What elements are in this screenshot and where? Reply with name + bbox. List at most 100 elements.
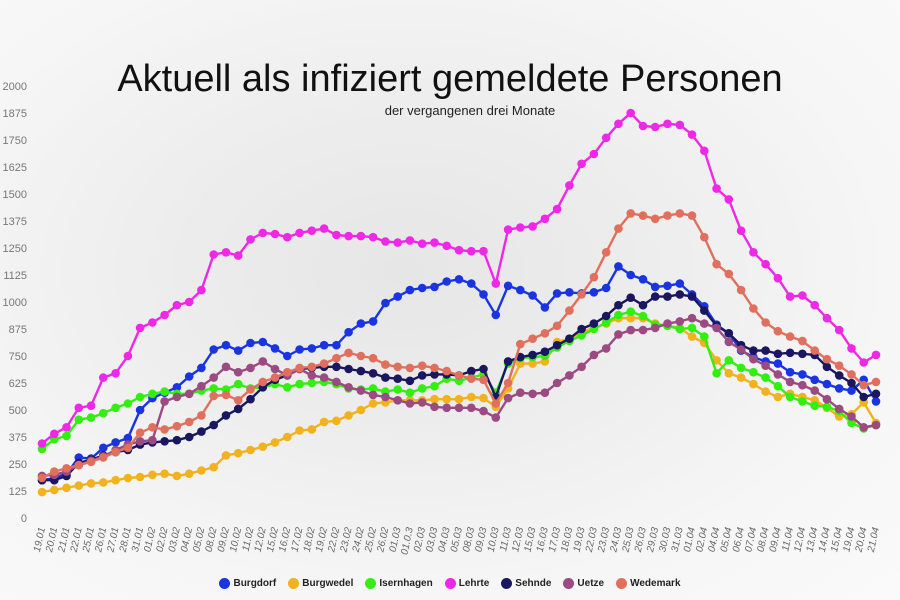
data-point xyxy=(135,428,145,438)
data-point xyxy=(650,292,660,301)
data-point xyxy=(319,417,329,427)
legend-swatch xyxy=(501,578,513,589)
data-point xyxy=(663,292,672,301)
data-point xyxy=(736,285,746,295)
x-tick-label: 27.01 xyxy=(105,526,121,554)
data-point xyxy=(442,394,452,404)
x-tick-label: 29.03 xyxy=(645,526,661,554)
data-point xyxy=(172,392,182,402)
data-point xyxy=(724,269,734,279)
data-point xyxy=(712,356,721,365)
data-point xyxy=(430,402,439,412)
data-point xyxy=(393,374,403,384)
data-point xyxy=(344,231,353,241)
data-point xyxy=(700,232,709,242)
data-point xyxy=(626,108,635,118)
legend-swatch xyxy=(365,578,377,589)
x-tick-label: 25.01 xyxy=(81,526,97,554)
data-point xyxy=(810,375,819,385)
data-point xyxy=(712,369,721,378)
data-point xyxy=(650,282,660,292)
data-point xyxy=(246,394,255,404)
data-point xyxy=(283,432,292,442)
y-tick-label: 0 xyxy=(21,513,27,525)
data-point xyxy=(687,130,697,139)
data-point xyxy=(172,421,182,431)
x-tick-label: 15.03 xyxy=(523,526,539,553)
data-point xyxy=(479,364,488,374)
data-point xyxy=(209,345,218,354)
data-point xyxy=(197,363,206,373)
data-point xyxy=(503,393,513,403)
data-point xyxy=(356,231,366,241)
data-point xyxy=(148,389,157,399)
x-tick-label: 15.02 xyxy=(265,526,281,553)
data-point xyxy=(221,390,231,400)
y-tick-label: 750 xyxy=(9,351,27,363)
data-point xyxy=(332,362,341,372)
data-point xyxy=(736,226,746,235)
y-tick-label: 1750 xyxy=(3,135,27,147)
data-point xyxy=(209,250,218,259)
x-tick-label: 08.02 xyxy=(204,526,220,553)
data-point xyxy=(761,346,770,355)
legend-label: Sehnde xyxy=(515,578,552,589)
x-tick-label: 26.03 xyxy=(633,526,649,554)
data-point xyxy=(295,426,304,435)
data-point xyxy=(724,195,734,204)
data-point xyxy=(368,232,378,242)
x-tick-label: 26.01 xyxy=(93,526,109,554)
data-point xyxy=(307,371,317,380)
data-point xyxy=(700,306,709,315)
data-point xyxy=(479,290,488,299)
data-point xyxy=(442,403,452,413)
data-point xyxy=(822,362,832,372)
data-point xyxy=(37,487,47,497)
data-point xyxy=(687,332,697,341)
data-point xyxy=(552,378,562,388)
data-point xyxy=(871,389,881,399)
legend-label: Isernhagen xyxy=(379,578,433,589)
data-point xyxy=(356,386,366,395)
data-point xyxy=(773,370,783,379)
data-point xyxy=(160,310,169,320)
data-point xyxy=(270,344,280,353)
data-point xyxy=(74,415,84,425)
data-point xyxy=(99,443,108,453)
x-tick-label: 04.02 xyxy=(179,526,195,553)
data-point xyxy=(467,246,476,256)
data-point xyxy=(736,373,746,382)
data-point xyxy=(123,399,133,408)
data-point xyxy=(663,281,672,291)
data-point xyxy=(798,370,807,379)
data-point xyxy=(405,363,415,373)
data-point xyxy=(233,396,243,405)
data-point xyxy=(614,330,623,339)
data-point xyxy=(712,184,721,193)
x-tick-label: 23.03 xyxy=(596,526,612,554)
data-point xyxy=(332,230,341,240)
data-point xyxy=(626,307,635,317)
data-point xyxy=(761,259,770,269)
data-point xyxy=(111,403,120,413)
data-point xyxy=(479,375,488,385)
data-point xyxy=(626,209,635,218)
data-point xyxy=(479,393,488,403)
data-point xyxy=(687,313,697,323)
data-point xyxy=(270,364,280,374)
chart-subtitle: der vergangenen drei Monate xyxy=(384,103,556,118)
data-point xyxy=(123,433,133,443)
data-point xyxy=(528,350,537,360)
data-point xyxy=(233,379,243,389)
data-point xyxy=(614,262,623,271)
data-point xyxy=(565,371,574,380)
x-tick-label: 04.03 xyxy=(437,526,453,553)
x-tick-label: 12.03 xyxy=(510,526,526,553)
data-point xyxy=(270,229,280,239)
data-point xyxy=(307,226,317,235)
data-point xyxy=(221,248,231,257)
data-point xyxy=(601,311,611,321)
data-point xyxy=(209,373,218,382)
data-point xyxy=(393,385,403,394)
